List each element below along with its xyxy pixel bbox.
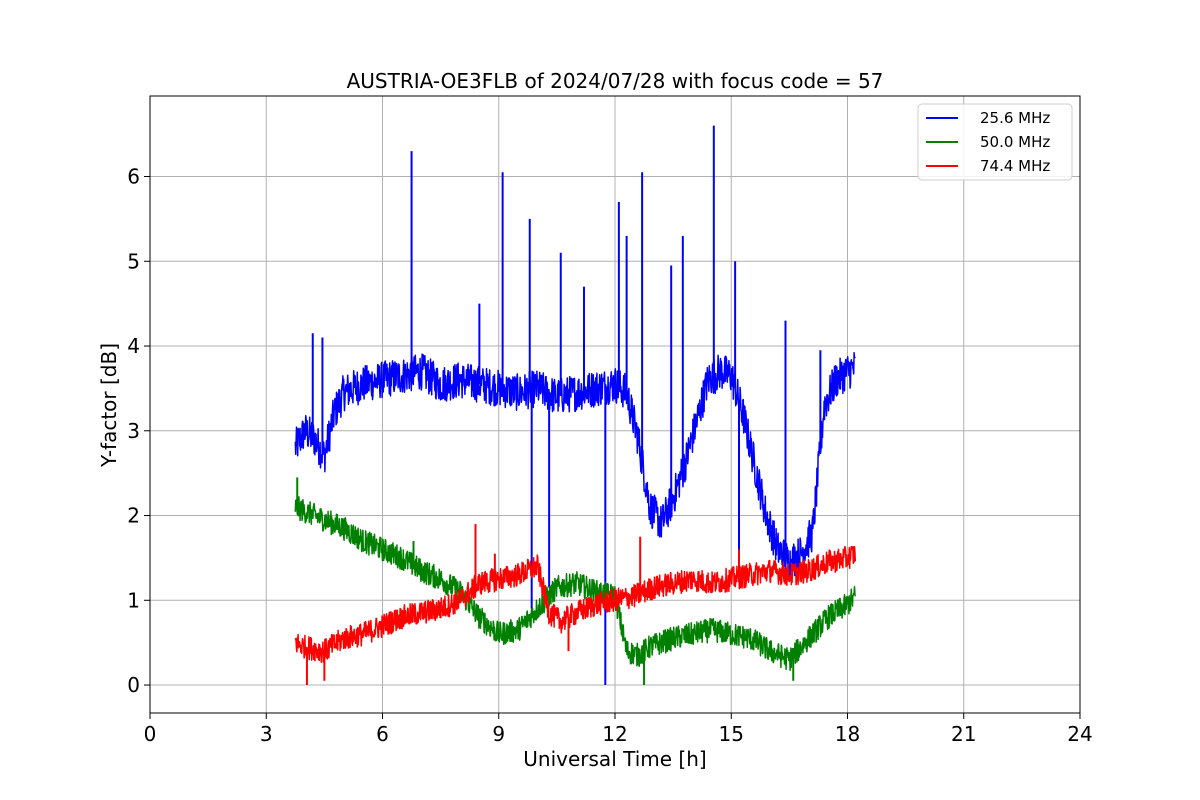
x-tick-label-4: 12 — [602, 722, 627, 746]
series-line-2 — [294, 545, 857, 663]
series-line-1 — [294, 496, 857, 672]
legend-label-1: 50.0 MHz — [980, 133, 1050, 151]
y-tick-label-3: 3 — [127, 419, 140, 443]
x-axis-label: Universal Time [h] — [523, 747, 706, 771]
y-tick-label-5: 5 — [127, 249, 140, 273]
legend-label-2: 74.4 MHz — [980, 157, 1050, 175]
y-tick-label-4: 4 — [127, 334, 140, 358]
y-axis-label: Y-factor [dB] — [97, 343, 121, 468]
legend-label-0: 25.6 MHz — [980, 109, 1050, 127]
legend-box — [917, 103, 1073, 181]
y-tick-label-1: 1 — [127, 588, 140, 612]
x-tick-label-6: 18 — [835, 722, 860, 746]
y-tick-label-0: 0 — [127, 673, 140, 697]
x-tick-label-2: 6 — [376, 722, 389, 746]
x-tick-label-5: 15 — [719, 722, 744, 746]
chart-title: AUSTRIA-OE3FLB of 2024/07/28 with focus … — [347, 69, 884, 93]
y-tick-label-2: 2 — [127, 504, 140, 528]
series-line-0 — [294, 351, 856, 580]
y-tick-label-6: 6 — [127, 165, 140, 189]
x-tick-label-8: 24 — [1067, 722, 1092, 746]
x-tick-label-1: 3 — [260, 722, 273, 746]
legend: 25.6 MHz 50.0 MHz 74.4 MHz — [917, 103, 1073, 181]
x-tick-label-7: 21 — [951, 722, 976, 746]
x-tick-label-3: 9 — [492, 722, 505, 746]
x-tick-label-0: 0 — [144, 722, 157, 746]
plot-series — [294, 125, 857, 686]
